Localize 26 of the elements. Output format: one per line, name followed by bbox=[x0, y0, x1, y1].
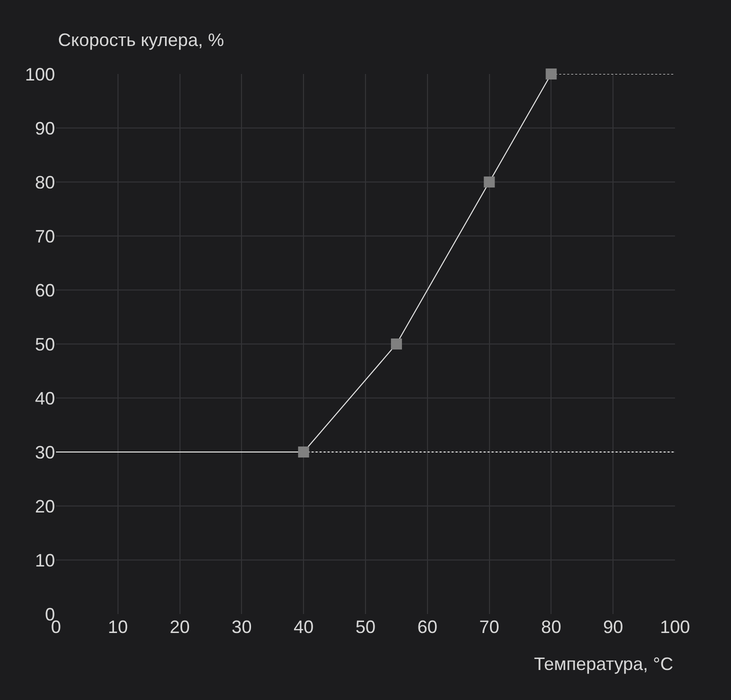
x-tick-label: 50 bbox=[355, 617, 376, 637]
y-tick-label: 70 bbox=[34, 226, 55, 246]
y-tick-label: 60 bbox=[34, 280, 55, 300]
y-tick-label: 20 bbox=[34, 496, 55, 516]
x-tick-label: 100 bbox=[660, 617, 690, 637]
y-tick-label: 40 bbox=[34, 388, 55, 408]
x-tick-label: 10 bbox=[108, 617, 128, 637]
x-tick-label: 90 bbox=[603, 617, 624, 637]
y-tick-label: 30 bbox=[34, 442, 55, 462]
point bbox=[298, 446, 310, 458]
point bbox=[546, 68, 557, 80]
x-tick-label: 20 bbox=[170, 617, 190, 637]
y-axis-title: Скорость кулера, % bbox=[58, 30, 224, 50]
x-tick-label: 60 bbox=[417, 617, 438, 637]
y-tick-label: 50 bbox=[34, 334, 55, 354]
x-tick-label: 30 bbox=[232, 617, 252, 637]
x-axis-title: Температура, °C bbox=[534, 654, 674, 674]
point bbox=[484, 176, 495, 188]
x-tick-label: 40 bbox=[294, 617, 314, 637]
y-tick-label: 10 bbox=[34, 550, 55, 570]
x-tick-label: 70 bbox=[479, 617, 500, 637]
x-tick-label: 80 bbox=[541, 617, 562, 637]
y-tick-label: 100 bbox=[24, 64, 55, 84]
y-tick-label: 80 bbox=[34, 172, 55, 192]
y-tick-label: 90 bbox=[34, 118, 55, 138]
point bbox=[390, 338, 402, 350]
